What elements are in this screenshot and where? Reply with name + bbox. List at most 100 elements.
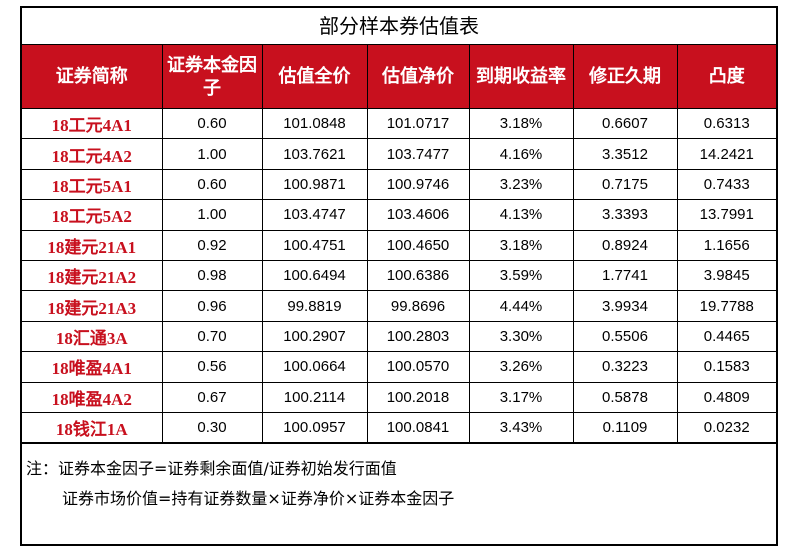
cell-full-price: 100.9871 xyxy=(261,168,368,201)
cell-full-price: 100.0664 xyxy=(261,351,368,383)
table-row: 18工元5A2 1.00 103.4747 103.4606 4.13% 3.3393 13… xyxy=(22,199,776,231)
cell-security-name: 18工元5A2 xyxy=(22,199,163,231)
cell-security-name: 18工元5A1 xyxy=(22,168,163,201)
table-row: 18汇通3A 0.70 100.2907 100.2803 3.30% 0.5506 0.4… xyxy=(22,320,776,353)
header-row: 证券简称 证券本金因子 估值全价 估值净价 到期收益率 修正久期 凸度 xyxy=(22,45,776,109)
cell-clean-price: 100.6386 xyxy=(366,259,470,292)
cell-security-name: 18汇通3A xyxy=(22,320,163,353)
table-row: 18钱江1A 0.30 100.0957 100.0841 3.43% 0.1109 0.0… xyxy=(22,411,776,444)
cell-clean-price: 100.0570 xyxy=(366,351,470,383)
cell-duration: 0.1109 xyxy=(572,411,678,444)
cell-duration: 1.7741 xyxy=(572,259,678,292)
cell-yield: 3.18% xyxy=(468,229,574,261)
cell-clean-price: 100.9746 xyxy=(366,168,470,201)
cell-principal-factor: 0.92 xyxy=(161,229,263,261)
table-row: 18建元21A3 0.96 99.8819 99.8696 4.44% 3.9934 19.… xyxy=(22,290,776,322)
cell-clean-price: 103.4606 xyxy=(366,199,470,231)
cell-convexity: 0.6313 xyxy=(676,107,776,140)
cell-clean-price: 100.0841 xyxy=(366,411,470,444)
cell-security-name: 18建元21A1 xyxy=(22,229,163,261)
cell-yield: 4.16% xyxy=(468,138,574,170)
table-title: 部分样本券估值表 xyxy=(22,8,776,45)
cell-full-price: 101.0848 xyxy=(261,107,368,140)
cell-security-name: 18建元21A2 xyxy=(22,259,163,292)
header-security-name: 证券简称 xyxy=(22,45,163,109)
cell-principal-factor: 0.67 xyxy=(161,381,263,413)
cell-clean-price: 100.2803 xyxy=(366,320,470,353)
cell-principal-factor: 0.56 xyxy=(161,351,263,383)
table-row: 18工元5A1 0.60 100.9871 100.9746 3.23% 0.7175 0.… xyxy=(22,168,776,201)
cell-full-price: 100.6494 xyxy=(261,259,368,292)
cell-full-price: 100.2907 xyxy=(261,320,368,353)
footnote-market-value: 证券市场价值=持有证券数量×证券净价×证券本金因子 xyxy=(62,489,455,509)
cell-duration: 0.7175 xyxy=(572,168,678,201)
cell-convexity: 0.0232 xyxy=(676,411,776,444)
cell-security-name: 18唯盈4A1 xyxy=(22,351,163,383)
cell-full-price: 103.4747 xyxy=(261,199,368,231)
table-row: 18工元4A1 0.60 101.0848 101.0717 3.18% 0.6607 0.… xyxy=(22,107,776,140)
cell-convexity: 14.2421 xyxy=(676,138,776,170)
cell-security-name: 18钱江1A xyxy=(22,411,163,444)
cell-convexity: 0.4809 xyxy=(676,381,776,413)
cell-duration: 3.3512 xyxy=(572,138,678,170)
valuation-table: 证券简称 证券本金因子 估值全价 估值净价 到期收益率 修正久期 凸度 18工元… xyxy=(22,45,776,444)
cell-full-price: 100.0957 xyxy=(261,411,368,444)
cell-principal-factor: 0.60 xyxy=(161,107,263,140)
valuation-table-frame: 部分样本券估值表 证券简称 证券本金因子 估值全价 估值净价 到期收益率 修正久… xyxy=(20,6,778,546)
cell-convexity: 1.1656 xyxy=(676,229,776,261)
cell-full-price: 103.7621 xyxy=(261,138,368,170)
cell-yield: 3.30% xyxy=(468,320,574,353)
cell-yield: 3.18% xyxy=(468,107,574,140)
cell-clean-price: 100.2018 xyxy=(366,381,470,413)
table-row: 18工元4A2 1.00 103.7621 103.7477 4.16% 3.3512 14… xyxy=(22,138,776,170)
cell-yield: 3.26% xyxy=(468,351,574,383)
cell-full-price: 99.8819 xyxy=(261,290,368,322)
cell-clean-price: 101.0717 xyxy=(366,107,470,140)
cell-duration: 0.5506 xyxy=(572,320,678,353)
cell-principal-factor: 0.30 xyxy=(161,411,263,444)
header-modified-duration: 修正久期 xyxy=(572,45,678,109)
header-full-price: 估值全价 xyxy=(261,45,368,109)
cell-yield: 3.17% xyxy=(468,381,574,413)
cell-security-name: 18唯盈4A2 xyxy=(22,381,163,413)
cell-full-price: 100.4751 xyxy=(261,229,368,261)
header-clean-price: 估值净价 xyxy=(366,45,470,109)
cell-yield: 4.13% xyxy=(468,199,574,231)
header-yield-to-maturity: 到期收益率 xyxy=(468,45,574,109)
cell-yield: 4.44% xyxy=(468,290,574,322)
cell-yield: 3.59% xyxy=(468,259,574,292)
cell-yield: 3.43% xyxy=(468,411,574,444)
cell-convexity: 3.9845 xyxy=(676,259,776,292)
table-row: 18建元21A1 0.92 100.4751 100.4650 3.18% 0.8924 1… xyxy=(22,229,776,261)
cell-duration: 3.3393 xyxy=(572,199,678,231)
cell-convexity: 0.4465 xyxy=(676,320,776,353)
cell-clean-price: 100.4650 xyxy=(366,229,470,261)
table-row: 18唯盈4A1 0.56 100.0664 100.0570 3.26% 0.3223 0.… xyxy=(22,351,776,383)
cell-security-name: 18工元4A1 xyxy=(22,107,163,140)
cell-security-name: 18建元21A3 xyxy=(22,290,163,322)
table-row: 18唯盈4A2 0.67 100.2114 100.2018 3.17% 0.5878 0.… xyxy=(22,381,776,413)
header-convexity: 凸度 xyxy=(676,45,776,109)
footnote-principal-factor: 注：证券本金因子=证券剩余面值/证券初始发行面值 xyxy=(26,459,397,479)
cell-principal-factor: 0.60 xyxy=(161,168,263,201)
cell-duration: 0.5878 xyxy=(572,381,678,413)
cell-principal-factor: 1.00 xyxy=(161,138,263,170)
cell-clean-price: 103.7477 xyxy=(366,138,470,170)
cell-convexity: 0.7433 xyxy=(676,168,776,201)
header-principal-factor: 证券本金因子 xyxy=(161,45,263,109)
cell-principal-factor: 0.70 xyxy=(161,320,263,353)
cell-duration: 3.9934 xyxy=(572,290,678,322)
cell-clean-price: 99.8696 xyxy=(366,290,470,322)
cell-principal-factor: 0.96 xyxy=(161,290,263,322)
table-row: 18建元21A2 0.98 100.6494 100.6386 3.59% 1.7741 3… xyxy=(22,259,776,292)
cell-yield: 3.23% xyxy=(468,168,574,201)
cell-convexity: 19.7788 xyxy=(676,290,776,322)
cell-duration: 0.6607 xyxy=(572,107,678,140)
cell-full-price: 100.2114 xyxy=(261,381,368,413)
cell-duration: 0.3223 xyxy=(572,351,678,383)
cell-convexity: 0.1583 xyxy=(676,351,776,383)
footnotes: 注：证券本金因子=证券剩余面值/证券初始发行面值 证券市场价值=持有证券数量×证… xyxy=(22,443,776,514)
cell-convexity: 13.7991 xyxy=(676,199,776,231)
cell-security-name: 18工元4A2 xyxy=(22,138,163,170)
cell-principal-factor: 0.98 xyxy=(161,259,263,292)
